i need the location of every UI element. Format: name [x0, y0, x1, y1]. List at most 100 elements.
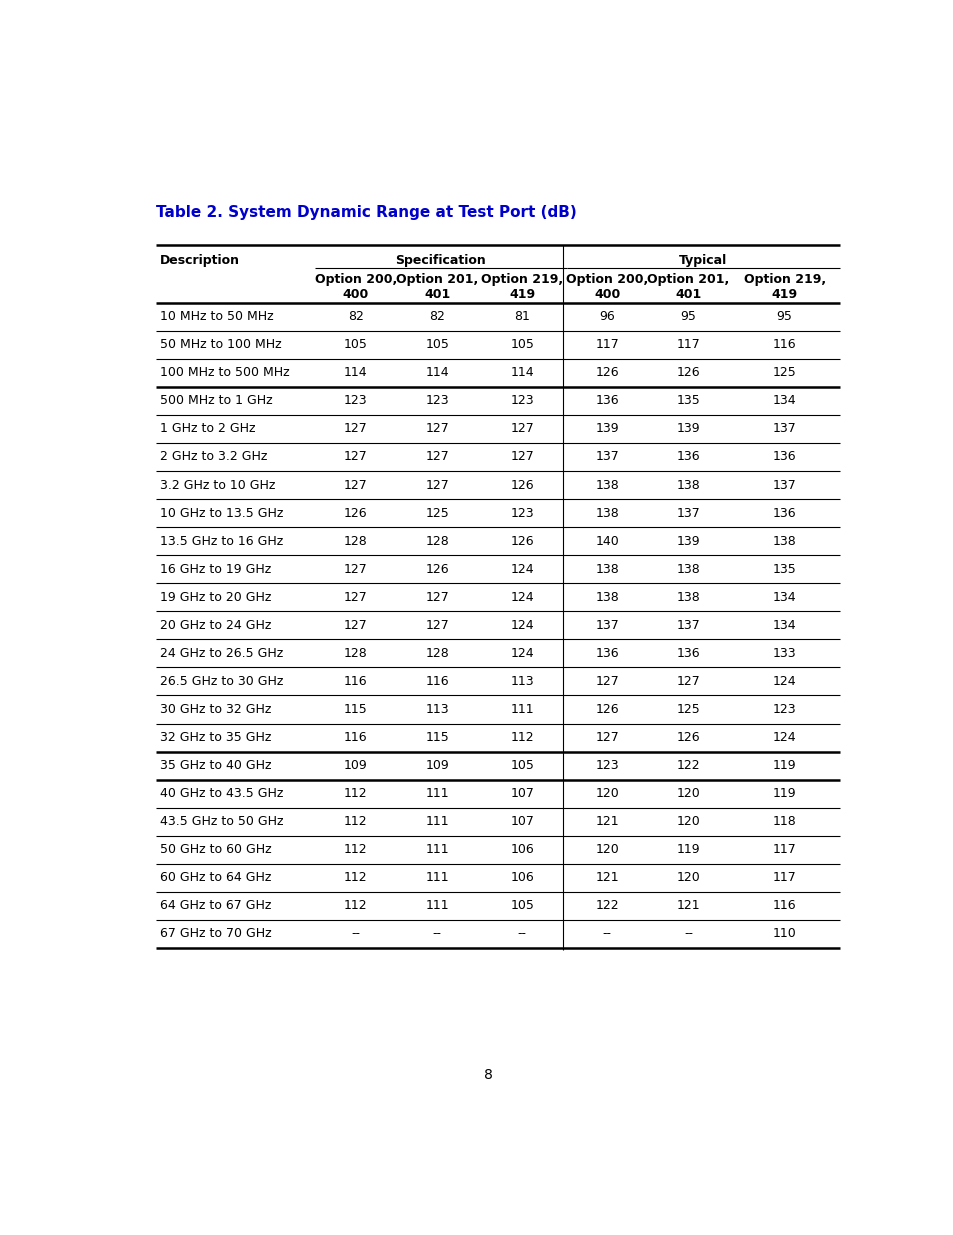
- Text: 13.5 GHz to 16 GHz: 13.5 GHz to 16 GHz: [160, 535, 283, 547]
- Text: 20 GHz to 24 GHz: 20 GHz to 24 GHz: [160, 619, 271, 632]
- Text: 124: 124: [772, 731, 796, 743]
- Text: 128: 128: [425, 647, 449, 659]
- Text: 138: 138: [595, 506, 618, 520]
- Text: 126: 126: [425, 563, 449, 576]
- Text: Option 219,
419: Option 219, 419: [480, 273, 562, 301]
- Text: 107: 107: [510, 815, 534, 829]
- Text: 127: 127: [595, 731, 618, 743]
- Text: 105: 105: [510, 760, 534, 772]
- Text: 124: 124: [772, 674, 796, 688]
- Text: 136: 136: [595, 647, 618, 659]
- Text: 134: 134: [772, 394, 796, 408]
- Text: 137: 137: [676, 619, 700, 632]
- Text: 1 GHz to 2 GHz: 1 GHz to 2 GHz: [160, 422, 255, 436]
- Text: 126: 126: [344, 506, 367, 520]
- Text: 119: 119: [772, 760, 796, 772]
- Text: 137: 137: [772, 422, 796, 436]
- Text: 112: 112: [344, 787, 367, 800]
- Text: 2 GHz to 3.2 GHz: 2 GHz to 3.2 GHz: [160, 451, 267, 463]
- Text: 122: 122: [676, 760, 700, 772]
- Text: 96: 96: [598, 310, 615, 324]
- Text: 40 GHz to 43.5 GHz: 40 GHz to 43.5 GHz: [160, 787, 283, 800]
- Text: 10 MHz to 50 MHz: 10 MHz to 50 MHz: [160, 310, 274, 324]
- Text: 106: 106: [510, 872, 534, 884]
- Text: 140: 140: [595, 535, 618, 547]
- Text: 137: 137: [772, 478, 796, 492]
- Text: 106: 106: [510, 844, 534, 856]
- Text: 114: 114: [344, 367, 367, 379]
- Text: 136: 136: [772, 451, 796, 463]
- Text: 116: 116: [344, 674, 367, 688]
- Text: 133: 133: [772, 647, 796, 659]
- Text: 127: 127: [344, 619, 367, 632]
- Text: 118: 118: [772, 815, 796, 829]
- Text: 127: 127: [425, 590, 449, 604]
- Text: 127: 127: [510, 451, 534, 463]
- Text: 114: 114: [425, 367, 449, 379]
- Text: 127: 127: [344, 451, 367, 463]
- Text: 116: 116: [772, 338, 796, 351]
- Text: 124: 124: [510, 563, 534, 576]
- Text: 50 MHz to 100 MHz: 50 MHz to 100 MHz: [160, 338, 281, 351]
- Text: 127: 127: [344, 590, 367, 604]
- Text: 109: 109: [344, 760, 367, 772]
- Text: 112: 112: [344, 844, 367, 856]
- Text: --: --: [517, 927, 526, 940]
- Text: Option 219,
419: Option 219, 419: [742, 273, 825, 301]
- Text: 121: 121: [595, 872, 618, 884]
- Text: 122: 122: [595, 899, 618, 913]
- Text: 127: 127: [595, 674, 618, 688]
- Text: 125: 125: [425, 506, 449, 520]
- Text: 111: 111: [425, 872, 449, 884]
- Text: 116: 116: [344, 731, 367, 743]
- Text: 111: 111: [425, 815, 449, 829]
- Text: 138: 138: [676, 590, 700, 604]
- Text: 107: 107: [510, 787, 534, 800]
- Text: 127: 127: [344, 563, 367, 576]
- Text: 115: 115: [344, 703, 367, 716]
- Text: 105: 105: [425, 338, 449, 351]
- Text: 100 MHz to 500 MHz: 100 MHz to 500 MHz: [160, 367, 290, 379]
- Text: 105: 105: [343, 338, 368, 351]
- Text: 123: 123: [344, 394, 367, 408]
- Text: 135: 135: [772, 563, 796, 576]
- Text: 127: 127: [425, 619, 449, 632]
- Text: 109: 109: [425, 760, 449, 772]
- Text: 112: 112: [344, 899, 367, 913]
- Text: 120: 120: [676, 787, 700, 800]
- Text: 16 GHz to 19 GHz: 16 GHz to 19 GHz: [160, 563, 271, 576]
- Text: 119: 119: [676, 844, 700, 856]
- Text: 136: 136: [772, 506, 796, 520]
- Text: 126: 126: [595, 703, 618, 716]
- Text: 30 GHz to 32 GHz: 30 GHz to 32 GHz: [160, 703, 271, 716]
- Text: 124: 124: [510, 590, 534, 604]
- Text: 138: 138: [676, 478, 700, 492]
- Text: 126: 126: [510, 478, 534, 492]
- Text: 127: 127: [425, 422, 449, 436]
- Text: 10 GHz to 13.5 GHz: 10 GHz to 13.5 GHz: [160, 506, 283, 520]
- Text: 64 GHz to 67 GHz: 64 GHz to 67 GHz: [160, 899, 271, 913]
- Text: 111: 111: [425, 844, 449, 856]
- Text: 123: 123: [772, 703, 796, 716]
- Text: 95: 95: [776, 310, 792, 324]
- Text: --: --: [351, 927, 360, 940]
- Text: 26.5 GHz to 30 GHz: 26.5 GHz to 30 GHz: [160, 674, 283, 688]
- Text: 114: 114: [510, 367, 534, 379]
- Text: 43.5 GHz to 50 GHz: 43.5 GHz to 50 GHz: [160, 815, 283, 829]
- Text: 120: 120: [595, 787, 618, 800]
- Text: 123: 123: [425, 394, 449, 408]
- Text: 123: 123: [510, 506, 534, 520]
- Text: 50 GHz to 60 GHz: 50 GHz to 60 GHz: [160, 844, 272, 856]
- Text: 117: 117: [772, 872, 796, 884]
- Text: 82: 82: [348, 310, 363, 324]
- Text: 116: 116: [772, 899, 796, 913]
- Text: --: --: [433, 927, 441, 940]
- Text: Typical: Typical: [679, 254, 727, 267]
- Text: 113: 113: [425, 703, 449, 716]
- Text: 127: 127: [344, 478, 367, 492]
- Text: 120: 120: [676, 872, 700, 884]
- Text: 137: 137: [676, 506, 700, 520]
- Text: Description: Description: [160, 254, 239, 267]
- Text: 127: 127: [676, 674, 700, 688]
- Text: 111: 111: [425, 899, 449, 913]
